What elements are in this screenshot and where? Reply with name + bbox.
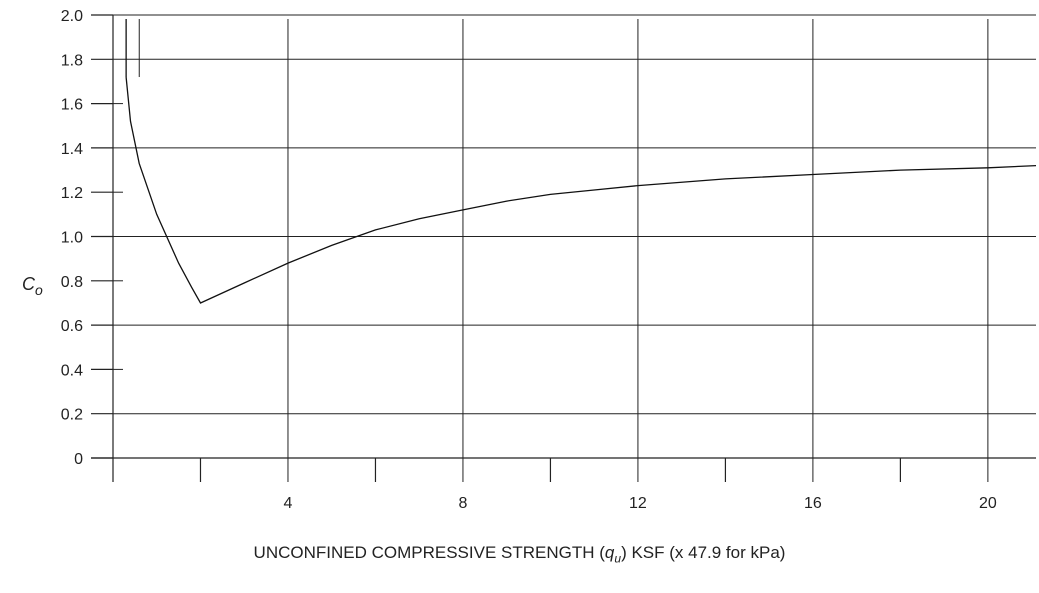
- y-tick-label-1.2: 1.2: [61, 185, 83, 202]
- x-tick-label-8: 8: [458, 495, 467, 512]
- x-axis-label: UNCONFINED COMPRESSIVE STRENGTH (qu) KSF…: [0, 543, 1039, 565]
- y-axis-label: Co: [22, 274, 43, 298]
- x-tick-label-16: 16: [804, 495, 822, 512]
- y-axis-label-main: C: [22, 274, 36, 294]
- y-tick-label-0.2: 0.2: [61, 407, 83, 424]
- x-axis-label-prefix: UNCONFINED COMPRESSIVE STRENGTH (: [253, 543, 605, 562]
- x-axis-label-sub: u: [614, 551, 622, 566]
- y-tick-label-1.0: 1.0: [61, 230, 83, 247]
- axis-layer: [91, 14, 1036, 482]
- x-tick-label-12: 12: [629, 495, 647, 512]
- x-axis-label-suffix: ) KSF (x 47.9 for kPa): [621, 543, 786, 562]
- y-tick-label-0.6: 0.6: [61, 318, 83, 335]
- x-tick-label-20: 20: [979, 495, 997, 512]
- y-tick-label-0: 0: [74, 451, 83, 468]
- grid-layer: [113, 14, 1036, 482]
- y-tick-label-0.8: 0.8: [61, 274, 83, 291]
- y-tick-label-1.4: 1.4: [61, 141, 83, 158]
- y-tick-label-2.0: 2.0: [61, 8, 83, 25]
- tick-label-layer: 0 0.2 0.4 0.6 0.8 1.0 1.2 1.4 1.6 1.8 2.0 4 8 12 16 20: [61, 8, 997, 512]
- series-line-co: [125, 76, 1037, 304]
- x-tick-label-4: 4: [284, 495, 293, 512]
- y-tick-label-1.6: 1.6: [61, 97, 83, 114]
- y-tick-label-1.8: 1.8: [61, 52, 83, 69]
- x-axis-label-var: q: [604, 543, 615, 562]
- y-axis-label-sub: o: [35, 282, 43, 298]
- series-layer: [125, 19, 1037, 304]
- y-tick-label-0.4: 0.4: [61, 362, 83, 379]
